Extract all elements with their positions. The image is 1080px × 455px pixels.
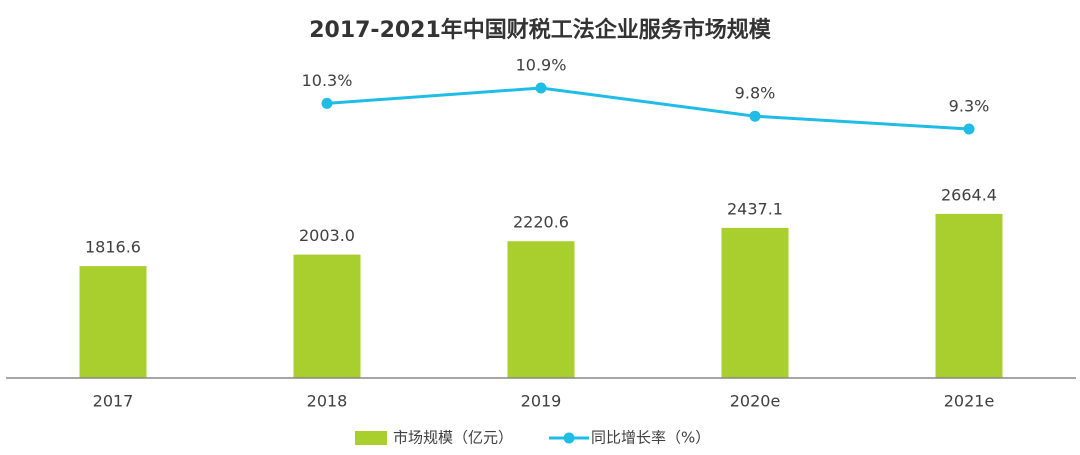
line-value-label: 9.3% xyxy=(949,97,990,116)
line-point xyxy=(963,123,975,135)
line-value-label: 9.8% xyxy=(735,84,776,103)
bar xyxy=(79,266,147,378)
line xyxy=(326,86,970,131)
x-tick-label: 2019 xyxy=(521,392,562,411)
bar-value-label: 2220.6 xyxy=(513,213,569,232)
bar xyxy=(293,254,361,378)
line-point xyxy=(749,110,761,122)
bar-value-label: 2003.0 xyxy=(299,226,355,245)
bar-value-label: 1816.6 xyxy=(85,238,141,257)
bar xyxy=(507,241,575,378)
x-tick-label: 2017 xyxy=(93,392,134,411)
legend-label: 市场规模（亿元） xyxy=(393,429,513,447)
legend-swatch xyxy=(563,432,575,444)
line-value-label: 10.3% xyxy=(302,71,353,90)
line-point xyxy=(535,82,547,94)
x-tick-label: 2018 xyxy=(307,392,348,411)
bar-value-label: 2437.1 xyxy=(727,199,783,218)
x-tick-label: 2020e xyxy=(730,392,781,411)
x-tick-label: 2021e xyxy=(944,392,995,411)
line-value-label: 10.9% xyxy=(516,55,567,74)
bar xyxy=(935,213,1003,378)
chart-title: 2017-2021年中国财税工法企业服务市场规模 xyxy=(309,17,772,43)
bar-value-label: 2664.4 xyxy=(941,185,997,204)
legend-label: 同比增长率（%） xyxy=(591,429,710,447)
bar xyxy=(721,227,789,378)
legend-swatch xyxy=(355,431,387,445)
line-point xyxy=(321,97,333,109)
